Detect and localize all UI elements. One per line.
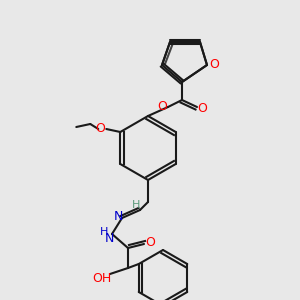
Text: N: N [104,232,114,244]
Text: O: O [157,100,167,113]
Text: O: O [209,58,219,71]
Text: O: O [197,103,207,116]
Text: H: H [100,227,108,237]
Text: H: H [132,200,140,210]
Text: O: O [145,236,155,248]
Text: OH: OH [92,272,112,284]
Text: N: N [113,211,123,224]
Text: O: O [95,122,105,136]
